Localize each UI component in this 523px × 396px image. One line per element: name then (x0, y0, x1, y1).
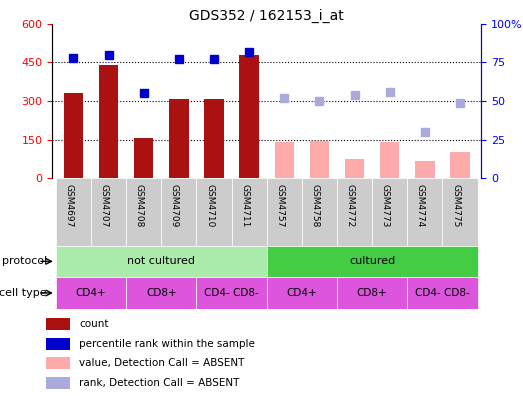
Text: GSM4697: GSM4697 (64, 184, 73, 227)
Bar (126, 277, 197, 309)
Text: GSM4773: GSM4773 (381, 184, 390, 227)
Text: GSM4708: GSM4708 (135, 184, 144, 227)
Bar (380, 142, 400, 178)
Bar (46, 357, 71, 369)
Bar (407, 277, 477, 309)
Title: GDS352 / 162153_i_at: GDS352 / 162153_i_at (189, 9, 344, 23)
Text: CD4+: CD4+ (287, 288, 317, 298)
Text: CD8+: CD8+ (357, 288, 388, 298)
Bar (99, 65, 118, 178)
Bar (204, 99, 224, 178)
Text: GSM4710: GSM4710 (205, 184, 214, 227)
Bar (345, 160, 365, 178)
Bar (337, 178, 372, 246)
Bar (240, 55, 259, 178)
Bar (56, 178, 91, 246)
Bar (56, 246, 267, 277)
Bar (56, 277, 126, 309)
Text: count: count (79, 319, 109, 329)
Bar (126, 178, 161, 246)
Text: cultured: cultured (349, 256, 395, 267)
Text: CD4+: CD4+ (76, 288, 106, 298)
Text: GSM4775: GSM4775 (451, 184, 460, 227)
Bar (46, 338, 71, 350)
Bar (46, 318, 71, 330)
Bar (415, 161, 435, 178)
Bar (161, 178, 197, 246)
Text: protocol: protocol (2, 256, 47, 267)
Text: GSM4772: GSM4772 (346, 184, 355, 227)
Text: GSM4774: GSM4774 (416, 184, 425, 227)
Bar (372, 178, 407, 246)
Bar (267, 277, 337, 309)
Text: GSM4711: GSM4711 (240, 184, 249, 227)
Bar (134, 138, 153, 178)
Text: rank, Detection Call = ABSENT: rank, Detection Call = ABSENT (79, 378, 240, 388)
Bar (232, 178, 267, 246)
Bar (407, 178, 442, 246)
Bar (302, 178, 337, 246)
Bar (267, 178, 302, 246)
Text: value, Detection Call = ABSENT: value, Detection Call = ABSENT (79, 358, 245, 368)
Text: not cultured: not cultured (127, 256, 195, 267)
Bar (275, 142, 294, 178)
Text: percentile rank within the sample: percentile rank within the sample (79, 339, 255, 349)
Bar (197, 178, 232, 246)
Bar (64, 93, 83, 178)
Text: GSM4707: GSM4707 (99, 184, 109, 227)
Bar (310, 141, 329, 178)
Text: CD4- CD8-: CD4- CD8- (204, 288, 259, 298)
Bar (442, 178, 477, 246)
Bar (267, 246, 477, 277)
Bar (197, 277, 267, 309)
Text: GSM4758: GSM4758 (311, 184, 320, 227)
Bar (46, 377, 71, 389)
Bar (450, 152, 470, 178)
Text: GSM4709: GSM4709 (170, 184, 179, 227)
Text: GSM4757: GSM4757 (275, 184, 285, 227)
Bar (169, 99, 188, 178)
Text: CD4- CD8-: CD4- CD8- (415, 288, 470, 298)
Bar (91, 178, 126, 246)
Text: CD8+: CD8+ (146, 288, 177, 298)
Bar (337, 277, 407, 309)
Text: cell type: cell type (0, 288, 47, 298)
